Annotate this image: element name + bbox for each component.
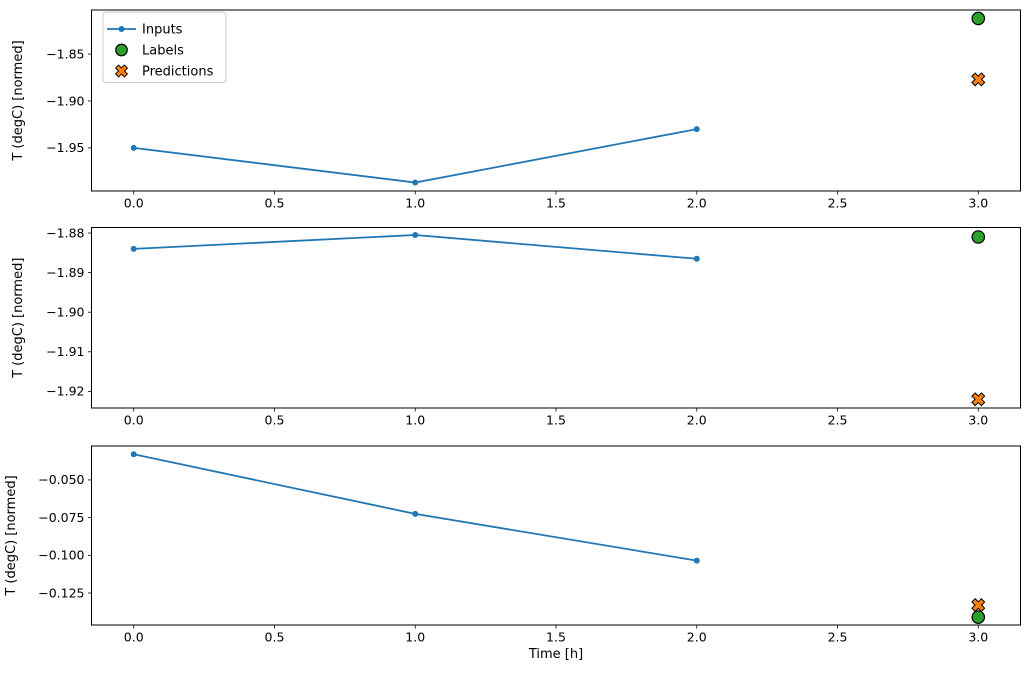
- x-tick-label: 1.5: [546, 630, 566, 645]
- predictions-marker: [971, 72, 986, 87]
- legend-label-predictions: Predictions: [142, 65, 214, 80]
- x-tick-label: 1.5: [546, 413, 566, 428]
- x-tick-label: 2.0: [687, 630, 707, 645]
- x-tick-label: 2.5: [828, 413, 848, 428]
- inputs-point-marker: [130, 245, 137, 252]
- y-tick-label: −1.85: [46, 46, 84, 61]
- inputs-point-marker: [130, 451, 137, 458]
- y-tick-label: −1.90: [46, 305, 84, 320]
- x-tick-label: 1.0: [405, 413, 425, 428]
- subplot-3: 0.0 0.5 1.0 1.5 2.0 2.5 3.0 −0.050 −0.075 −0.100 −…: [4, 445, 1021, 662]
- x-tick-label: 3.0: [968, 196, 988, 211]
- y-tick-label: −0.075: [38, 510, 84, 525]
- inputs-point-marker: [412, 510, 419, 517]
- inputs-point-marker: [693, 126, 700, 133]
- y-tick-label: −0.050: [38, 472, 84, 487]
- x-tick-label: 0.0: [124, 413, 144, 428]
- legend-marker-inputs-dot: [118, 26, 125, 32]
- x-tick-label: 1.0: [405, 630, 425, 645]
- x-tick-label: 1.5: [546, 196, 566, 211]
- legend-marker-predictions: [114, 64, 129, 78]
- inputs-point-marker: [412, 232, 419, 239]
- x-axis-label: Time [h]: [528, 647, 583, 662]
- y-tick-label: −0.100: [38, 548, 84, 563]
- x-tick-label: 2.0: [687, 413, 707, 428]
- subplot-2: 0.0 0.5 1.0 1.5 2.0 2.5 3.0 −1.88 −1.89 −1.90 −1.9…: [11, 225, 1021, 428]
- axes-frame: [91, 227, 1021, 409]
- axes-frame: [91, 9, 1021, 192]
- x-tick-label: 0.0: [124, 630, 144, 645]
- y-tick-label: −1.90: [46, 93, 84, 108]
- x-tick-label: 2.0: [687, 196, 707, 211]
- predictions-marker: [971, 598, 986, 613]
- y-tick-label: −1.92: [46, 384, 84, 399]
- y-tick-label: −1.88: [46, 225, 84, 240]
- labels-marker: [971, 610, 986, 624]
- inputs-point-marker: [693, 557, 700, 564]
- labels-marker: [971, 230, 986, 244]
- legend-marker-labels: [115, 43, 128, 57]
- predictions-marker: [971, 392, 986, 407]
- x-tick-label: 0.5: [265, 630, 285, 645]
- y-tick-label: −1.91: [46, 344, 84, 359]
- y-axis-label: T (degC) [normed]: [4, 475, 19, 596]
- x-tick-label: 1.0: [405, 196, 425, 211]
- labels-marker: [971, 11, 986, 26]
- x-tick-label: 3.0: [968, 630, 988, 645]
- x-tick-label: 0.5: [265, 413, 285, 428]
- x-tick-label: 3.0: [968, 413, 988, 428]
- subplot-1: 0.0 0.5 1.0 1.5 2.0 2.5 3.0 −1.85 −1.90 −1.95 T (d…: [11, 9, 1021, 211]
- legend-label-inputs: Inputs: [142, 23, 183, 38]
- x-tick-label: 0.0: [124, 196, 144, 211]
- legend-label-labels: Labels: [142, 44, 184, 59]
- inputs-point-marker: [130, 144, 137, 151]
- legend: Inputs Labels Predictions: [102, 11, 227, 83]
- inputs-point-marker: [412, 179, 419, 186]
- y-axis-label: T (degC) [normed]: [11, 40, 26, 161]
- inputs-line: [133, 234, 697, 260]
- inputs-line: [133, 128, 697, 184]
- y-tick-label: −1.89: [46, 265, 84, 280]
- axes-frame: [91, 445, 1021, 626]
- inputs-line: [133, 453, 697, 562]
- y-axis-label: T (degC) [normed]: [11, 258, 26, 379]
- x-tick-label: 2.5: [828, 196, 848, 211]
- y-tick-label: −0.125: [38, 585, 84, 600]
- x-tick-label: 2.5: [828, 630, 848, 645]
- y-tick-label: −1.95: [46, 140, 84, 155]
- inputs-point-marker: [693, 255, 700, 262]
- x-tick-label: 0.5: [265, 196, 285, 211]
